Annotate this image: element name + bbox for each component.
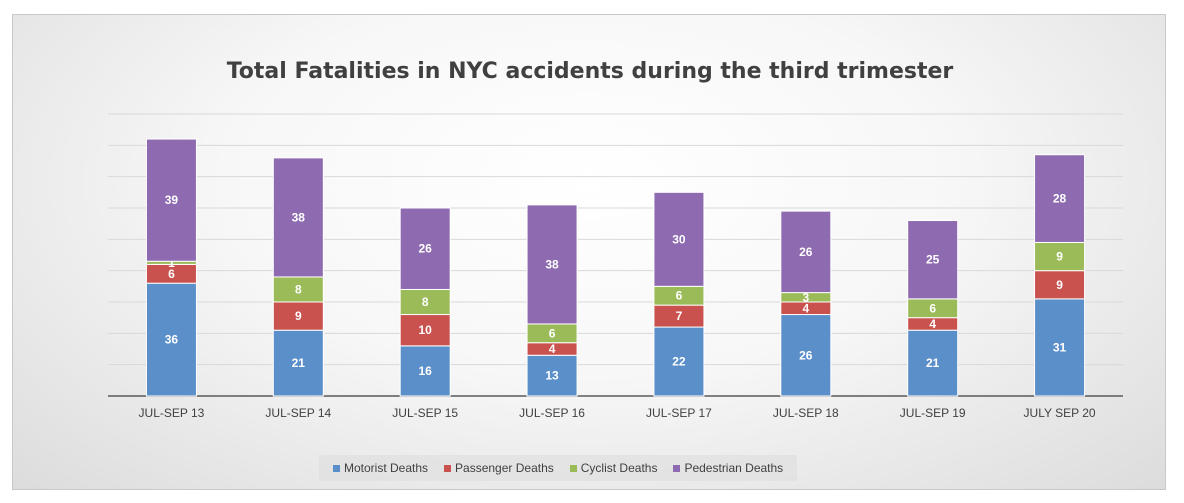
data-label: 39 xyxy=(165,193,179,207)
data-label: 31 xyxy=(1053,340,1067,354)
data-label: 38 xyxy=(292,210,306,224)
legend-swatch xyxy=(333,464,340,472)
x-tick-label: JUL-SEP 19 xyxy=(900,406,966,420)
bar-segment xyxy=(653,191,705,287)
data-label: 26 xyxy=(799,245,813,259)
data-label: 6 xyxy=(676,289,683,303)
data-label: 30 xyxy=(672,232,686,246)
bar-segment xyxy=(1034,154,1086,243)
bar-segment xyxy=(272,301,324,331)
legend-swatch xyxy=(444,464,452,472)
legend-label: Motorist Deaths xyxy=(344,461,429,475)
legend-item: Passenger Deaths xyxy=(444,461,554,475)
x-tick-label: JUL-SEP 16 xyxy=(519,406,585,420)
data-label: 13 xyxy=(545,369,559,383)
legend-label: Pedestrian Deaths xyxy=(684,461,784,475)
bar-segment xyxy=(399,207,451,290)
data-label: 21 xyxy=(292,356,306,370)
data-label: 8 xyxy=(422,295,429,309)
legend-label: Passenger Deaths xyxy=(455,461,554,475)
bar-segment xyxy=(653,326,705,397)
bar-segment xyxy=(526,204,578,325)
x-tick-label: JUL-SEP 18 xyxy=(773,406,839,420)
data-label: 9 xyxy=(1056,278,1063,292)
data-label: 9 xyxy=(1056,250,1063,264)
bar-segment xyxy=(272,157,324,278)
x-tick-label: JUL-SEP 14 xyxy=(265,406,331,420)
data-label: 4 xyxy=(802,301,809,315)
bar-segment xyxy=(399,345,451,397)
chart-frame: Total Fatalities in NYC accidents during… xyxy=(12,14,1166,490)
data-label: 25 xyxy=(926,253,940,267)
data-label: 6 xyxy=(549,326,556,340)
data-label: 21 xyxy=(926,356,940,370)
data-label: 1 xyxy=(168,256,175,270)
data-label: 36 xyxy=(165,333,179,347)
legend-swatch xyxy=(673,464,681,472)
bar-segment xyxy=(780,210,832,294)
data-label: 38 xyxy=(545,257,559,271)
bar-segment xyxy=(399,314,451,347)
bar-segment xyxy=(272,329,324,397)
chart-title: Total Fatalities in NYC accidents during… xyxy=(226,59,954,84)
data-label: 10 xyxy=(419,323,433,337)
chart-legend: Motorist Deaths Passenger Deaths Cyclist D… xyxy=(319,455,798,481)
x-tick-label: JUL-SEP 17 xyxy=(646,406,712,420)
data-label: 6 xyxy=(168,267,175,281)
data-label: 4 xyxy=(929,317,936,331)
data-label: 16 xyxy=(419,364,433,378)
bar-segment xyxy=(399,288,451,316)
data-label: 26 xyxy=(419,242,433,256)
data-label: 7 xyxy=(676,309,683,323)
legend-item: Pedestrian Deaths xyxy=(673,461,783,475)
bar-segment xyxy=(145,138,197,262)
data-label: 22 xyxy=(672,355,686,369)
x-tick-label: JUL-SEP 13 xyxy=(139,406,205,420)
legend-label: Cyclist Deaths xyxy=(580,461,658,475)
x-tick-label: JUL-SEP 15 xyxy=(392,406,458,420)
data-label: 3 xyxy=(802,290,809,304)
legend-swatch xyxy=(569,464,577,472)
data-label: 8 xyxy=(295,282,302,296)
bar-segment xyxy=(145,282,197,397)
data-label: 9 xyxy=(295,309,302,323)
data-label: 26 xyxy=(799,348,813,362)
data-label: 28 xyxy=(1053,192,1067,206)
legend-item: Motorist Deaths xyxy=(333,461,428,475)
legend-item: Cyclist Deaths xyxy=(569,461,658,475)
x-tick-label: JULY SEP 20 xyxy=(1024,406,1096,420)
bar-segment xyxy=(272,276,324,303)
bar-segment xyxy=(526,354,578,397)
data-label: 4 xyxy=(549,342,556,356)
bar-segment xyxy=(1034,241,1086,272)
bar-segment xyxy=(1034,270,1086,300)
bar-segment xyxy=(907,220,959,300)
data-label: 6 xyxy=(929,301,936,315)
